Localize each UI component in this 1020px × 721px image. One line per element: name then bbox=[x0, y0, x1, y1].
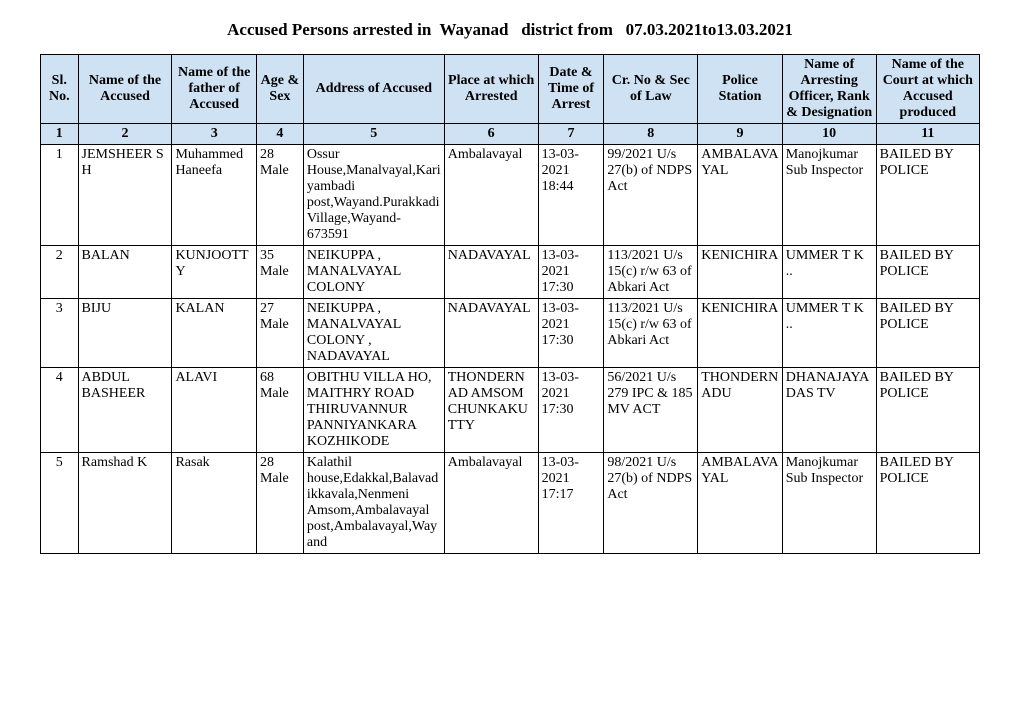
table-header-cell: Sl. No. bbox=[41, 55, 79, 124]
table-cell: Ramshad K bbox=[78, 453, 172, 554]
table-cell: JEMSHEER S H bbox=[78, 145, 172, 246]
table-cell: AMBALAVAYAL bbox=[698, 145, 783, 246]
table-colnum-cell: 7 bbox=[538, 124, 604, 145]
table-cell: 13-03-2021 18:44 bbox=[538, 145, 604, 246]
table-header-cell: Address of Accused bbox=[303, 55, 444, 124]
table-cell: BALAN bbox=[78, 246, 172, 299]
table-cell: 3 bbox=[41, 299, 79, 368]
table-cell: DHANAJAYA DAS TV bbox=[782, 368, 876, 453]
table-cell: BAILED BY POLICE bbox=[876, 368, 979, 453]
table-colnum-cell: 2 bbox=[78, 124, 172, 145]
table-cell: 13-03-2021 17:30 bbox=[538, 246, 604, 299]
table-cell: 28 Male bbox=[256, 145, 303, 246]
table-cell: OBITHU VILLA HO, MAITHRY ROAD THIRUVANNU… bbox=[303, 368, 444, 453]
page-title: Accused Persons arrested in Wayanad dist… bbox=[40, 20, 980, 40]
table-cell: 28 Male bbox=[256, 453, 303, 554]
table-cell: BAILED BY POLICE bbox=[876, 145, 979, 246]
table-cell: 27 Male bbox=[256, 299, 303, 368]
table-cell: THONDERNAD AMSOM CHUNKAKUTTY bbox=[444, 368, 538, 453]
table-cell: KENICHIRA bbox=[698, 246, 783, 299]
table-cell: 113/2021 U/s 15(c) r/w 63 of Abkari Act bbox=[604, 299, 698, 368]
table-cell: ABDUL BASHEER bbox=[78, 368, 172, 453]
table-cell: AMBALAVAYAL bbox=[698, 453, 783, 554]
table-header-cell: Cr. No & Sec of Law bbox=[604, 55, 698, 124]
table-cell: Manojkumar Sub Inspector bbox=[782, 453, 876, 554]
table-header-cell: Name of the Accused bbox=[78, 55, 172, 124]
table-cell: Ambalavayal bbox=[444, 453, 538, 554]
table-cell: 99/2021 U/s 27(b) of NDPS Act bbox=[604, 145, 698, 246]
table-cell: 98/2021 U/s 27(b) of NDPS Act bbox=[604, 453, 698, 554]
table-colnum-cell: 1 bbox=[41, 124, 79, 145]
table-header-cell: Name of Arresting Officer, Rank & Design… bbox=[782, 55, 876, 124]
table-cell: NADAVAYAL bbox=[444, 299, 538, 368]
table-cell: 2 bbox=[41, 246, 79, 299]
table-header-cell: Name of the father of Accused bbox=[172, 55, 257, 124]
arrest-table: Sl. No.Name of the AccusedName of the fa… bbox=[40, 54, 980, 554]
table-colnum-cell: 11 bbox=[876, 124, 979, 145]
table-header-row: Sl. No.Name of the AccusedName of the fa… bbox=[41, 55, 980, 124]
table-cell: UMMER T K .. bbox=[782, 246, 876, 299]
table-cell: 5 bbox=[41, 453, 79, 554]
table-cell: BIJU bbox=[78, 299, 172, 368]
table-cell: BAILED BY POLICE bbox=[876, 246, 979, 299]
table-cell: KUNJOOTTY bbox=[172, 246, 257, 299]
table-colnum-cell: 6 bbox=[444, 124, 538, 145]
table-row: 3BIJUKALAN27 MaleNEIKUPPA , MANALVAYAL C… bbox=[41, 299, 980, 368]
table-cell: ALAVI bbox=[172, 368, 257, 453]
table-cell: Ambalavayal bbox=[444, 145, 538, 246]
table-colnum-cell: 3 bbox=[172, 124, 257, 145]
table-cell: KENICHIRA bbox=[698, 299, 783, 368]
table-cell: Kalathil house,Edakkal,Balavadikkavala,N… bbox=[303, 453, 444, 554]
table-cell: 13-03-2021 17:17 bbox=[538, 453, 604, 554]
table-colnum-cell: 8 bbox=[604, 124, 698, 145]
table-header-cell: Place at which Arrested bbox=[444, 55, 538, 124]
table-cell: Manojkumar Sub Inspector bbox=[782, 145, 876, 246]
table-cell: UMMER T K .. bbox=[782, 299, 876, 368]
table-cell: 113/2021 U/s 15(c) r/w 63 of Abkari Act bbox=[604, 246, 698, 299]
table-cell: THONDERNADU bbox=[698, 368, 783, 453]
table-row: 2BALANKUNJOOTTY35 MaleNEIKUPPA , MANALVA… bbox=[41, 246, 980, 299]
table-cell: BAILED BY POLICE bbox=[876, 299, 979, 368]
table-cell: 4 bbox=[41, 368, 79, 453]
table-header-cell: Age & Sex bbox=[256, 55, 303, 124]
table-header-cell: Police Station bbox=[698, 55, 783, 124]
table-header-cell: Date & Time of Arrest bbox=[538, 55, 604, 124]
table-body: 1JEMSHEER S HMuhammed Haneefa28 MaleOssu… bbox=[41, 145, 980, 554]
table-cell: KALAN bbox=[172, 299, 257, 368]
table-cell: 13-03-2021 17:30 bbox=[538, 368, 604, 453]
table-cell: 1 bbox=[41, 145, 79, 246]
table-row: 4ABDUL BASHEERALAVI68 MaleOBITHU VILLA H… bbox=[41, 368, 980, 453]
table-cell: NEIKUPPA , MANALVAYAL COLONY bbox=[303, 246, 444, 299]
table-colnum-cell: 5 bbox=[303, 124, 444, 145]
table-cell: 35 Male bbox=[256, 246, 303, 299]
table-cell: 68 Male bbox=[256, 368, 303, 453]
table-cell: NEIKUPPA , MANALVAYAL COLONY , NADAVAYAL bbox=[303, 299, 444, 368]
table-cell: BAILED BY POLICE bbox=[876, 453, 979, 554]
table-row: 1JEMSHEER S HMuhammed Haneefa28 MaleOssu… bbox=[41, 145, 980, 246]
table-colnum-cell: 9 bbox=[698, 124, 783, 145]
table-colnum-row: 1234567891011 bbox=[41, 124, 980, 145]
table-cell: NADAVAYAL bbox=[444, 246, 538, 299]
table-cell: 13-03-2021 17:30 bbox=[538, 299, 604, 368]
table-colnum-cell: 4 bbox=[256, 124, 303, 145]
table-header-cell: Name of the Court at which Accused produ… bbox=[876, 55, 979, 124]
table-cell: Rasak bbox=[172, 453, 257, 554]
table-colnum-cell: 10 bbox=[782, 124, 876, 145]
table-row: 5Ramshad KRasak28 MaleKalathil house,Eda… bbox=[41, 453, 980, 554]
table-cell: 56/2021 U/s 279 IPC & 185 MV ACT bbox=[604, 368, 698, 453]
table-cell: Muhammed Haneefa bbox=[172, 145, 257, 246]
table-cell: Ossur House,Manalvayal,Kariyambadi post,… bbox=[303, 145, 444, 246]
